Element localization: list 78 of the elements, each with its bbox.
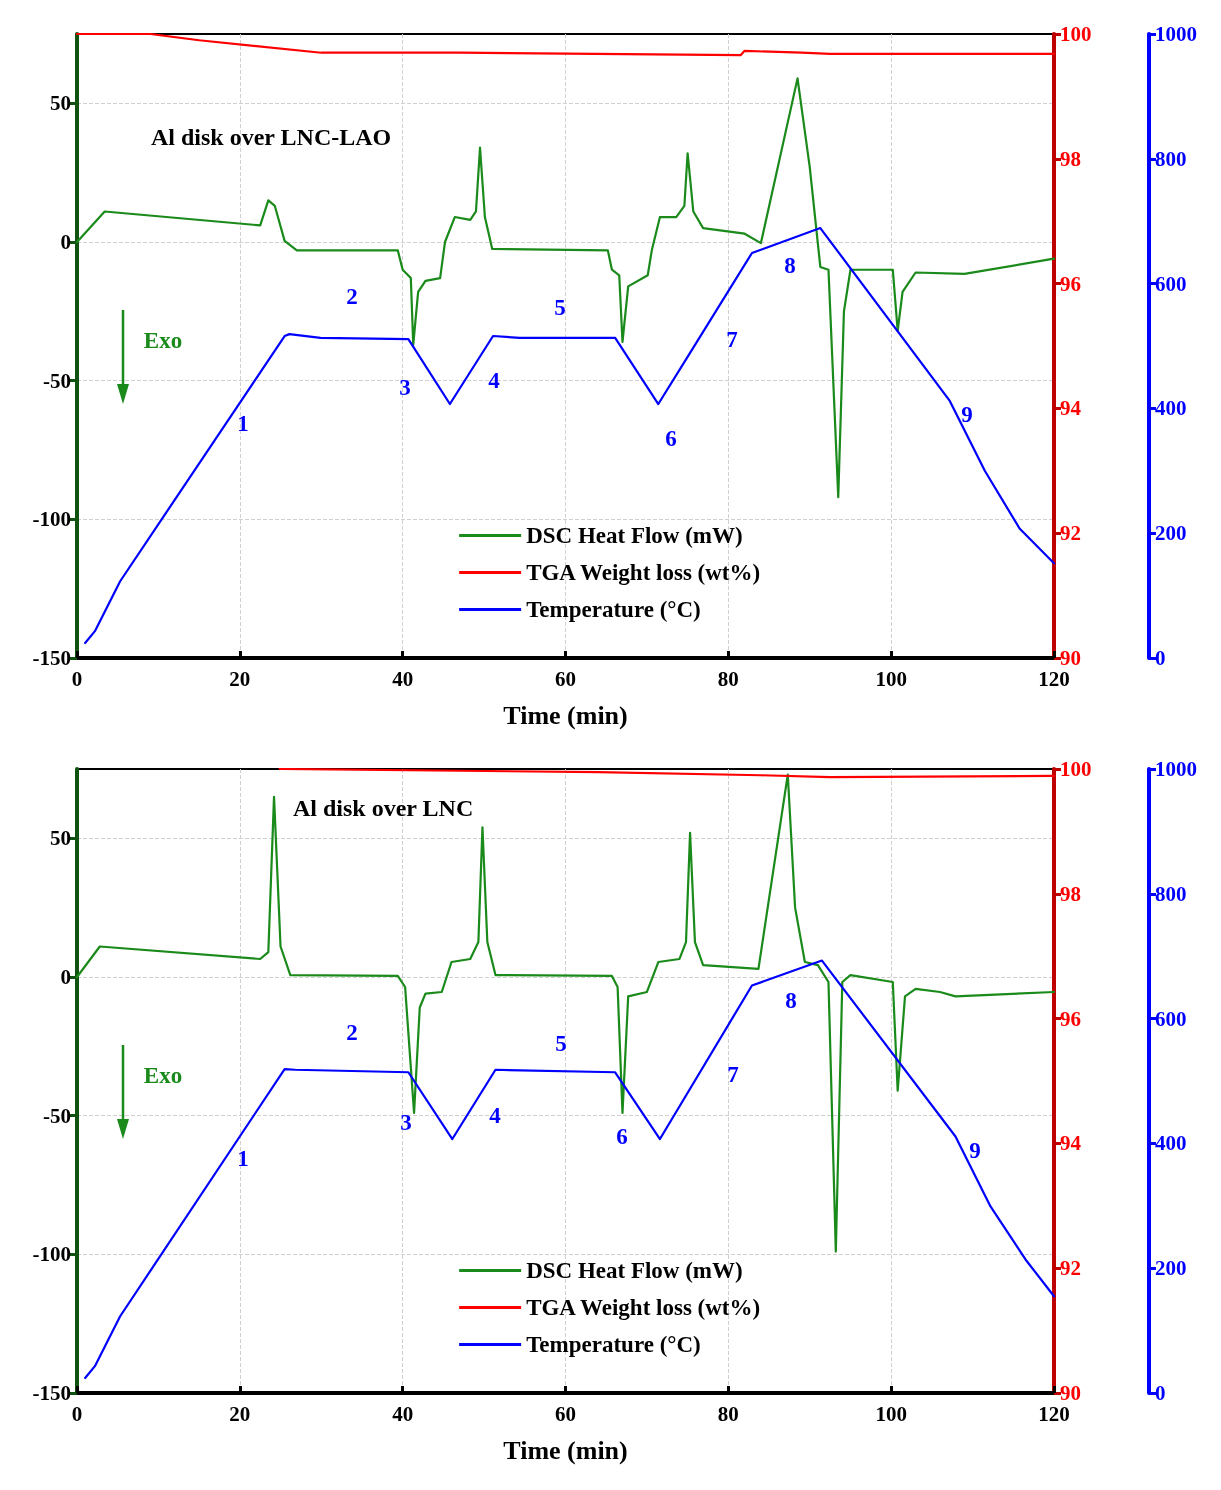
y2-tick-label: 100	[1060, 757, 1092, 781]
y3-tick-label: 400	[1155, 396, 1187, 421]
y-tick-label: -150	[32, 1381, 71, 1405]
annotation: 9	[961, 401, 973, 427]
y-tick-label: 0	[60, 965, 71, 989]
annotation: 5	[554, 294, 566, 320]
annotation: 3	[399, 374, 411, 400]
y-tick-label: 50	[50, 91, 71, 116]
x-tick-label: 20	[229, 1401, 251, 1426]
y3-tick-label: 600	[1155, 1006, 1187, 1031]
legend-label: DSC Heat Flow (mW)	[526, 1258, 743, 1283]
y3-tick-label: 400	[1155, 1131, 1187, 1156]
legend-label: TGA Weight loss (wt%)	[526, 560, 761, 585]
text: Al disk over LNC-LAO	[151, 124, 392, 150]
x-tick-label: 40	[392, 1401, 414, 1426]
legend-label: Temperature (°C)	[526, 1332, 701, 1357]
annotation: 2	[346, 1019, 358, 1045]
x-tick-label: 40	[392, 666, 414, 691]
annotation: 4	[489, 1102, 502, 1128]
y3-tick-label: 200	[1155, 521, 1187, 546]
x-tick-label: 100	[875, 1401, 907, 1426]
annotation: 7	[726, 326, 738, 352]
annotation: 1	[237, 1145, 249, 1171]
y3-tick-label: 0	[1155, 1381, 1166, 1405]
legend-label: TGA Weight loss (wt%)	[526, 1295, 761, 1320]
line-series	[278, 767, 1056, 779]
y2-tick-label: 96	[1060, 271, 1081, 296]
annotation: 5	[555, 1030, 567, 1056]
x-axis-title: Time (min)	[503, 1435, 628, 1465]
y-tick-label: -50	[43, 1103, 71, 1128]
annotation: 9	[969, 1137, 981, 1163]
line-series	[75, 32, 1056, 57]
y3-tick-label: 200	[1155, 1256, 1187, 1281]
legend-label: DSC Heat Flow (mW)	[526, 523, 743, 548]
y2-tick-label: 94	[1060, 396, 1082, 421]
x-tick-label: 80	[717, 666, 739, 691]
annotation: 1	[237, 410, 249, 436]
y2-tick-label: 100	[1060, 22, 1092, 46]
x-axis-title: Time (min)	[503, 700, 628, 730]
x-tick-label: 60	[555, 1401, 576, 1426]
y2-tick-label: 98	[1060, 146, 1081, 171]
x-tick-label: 100	[875, 666, 907, 691]
y3-tick-label: 0	[1155, 646, 1166, 670]
y3-tick-label: 600	[1155, 271, 1187, 296]
y2-tick-label: 98	[1060, 881, 1081, 906]
y3-tick-label: 1000	[1155, 22, 1197, 46]
y2-tick-label: 92	[1060, 1256, 1081, 1281]
legend-label: Temperature (°C)	[526, 597, 701, 622]
y-tick-label: -50	[43, 368, 71, 393]
line-series	[75, 773, 1056, 1253]
line-series	[84, 959, 1056, 1380]
annotation: 2	[346, 283, 358, 309]
x-tick-label: 60	[555, 666, 576, 691]
annotation: 8	[785, 987, 797, 1013]
annotation: 6	[616, 1123, 628, 1149]
y-tick-label: -150	[32, 646, 71, 670]
x-tick-label: 20	[229, 666, 251, 691]
y2-tick-label: 94	[1060, 1131, 1082, 1156]
y3-tick-label: 800	[1155, 881, 1187, 906]
annotation: 8	[784, 252, 796, 278]
annotation: Exo	[143, 1062, 183, 1088]
y-tick-label: 0	[60, 230, 71, 254]
y3-tick-label: 800	[1155, 146, 1187, 171]
line-series	[84, 226, 1056, 645]
y3-tick-label: 1000	[1155, 757, 1197, 781]
y-tick-label: -100	[32, 1242, 71, 1267]
y-tick-label: -100	[32, 507, 71, 532]
annotation: 4	[488, 367, 501, 393]
y2-tick-label: 96	[1060, 1006, 1081, 1031]
text: Al disk over LNC	[293, 795, 474, 821]
x-tick-label: 80	[717, 1401, 739, 1426]
annotation: 6	[665, 425, 677, 451]
line-series	[75, 77, 1056, 499]
y2-tick-label: 92	[1060, 521, 1081, 546]
annotation: 7	[727, 1061, 739, 1087]
annotation: Exo	[143, 327, 183, 353]
annotation: 3	[400, 1109, 412, 1135]
y-tick-label: 50	[50, 826, 71, 851]
